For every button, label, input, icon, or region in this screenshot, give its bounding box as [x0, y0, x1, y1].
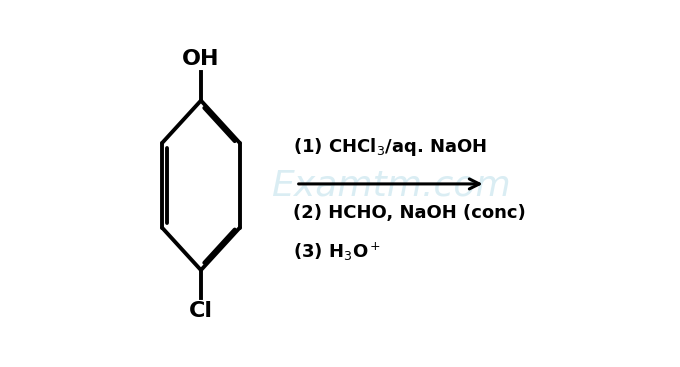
Text: (2) HCHO, NaOH (conc): (2) HCHO, NaOH (conc) — [293, 204, 526, 222]
Text: (3) H$_3$O$^+$: (3) H$_3$O$^+$ — [293, 240, 381, 263]
Text: OH: OH — [182, 50, 220, 69]
Text: Cl: Cl — [189, 301, 213, 321]
Text: (1) CHCl$_3$/aq. NaOH: (1) CHCl$_3$/aq. NaOH — [293, 137, 488, 159]
Text: Examtm.com: Examtm.com — [271, 168, 511, 202]
